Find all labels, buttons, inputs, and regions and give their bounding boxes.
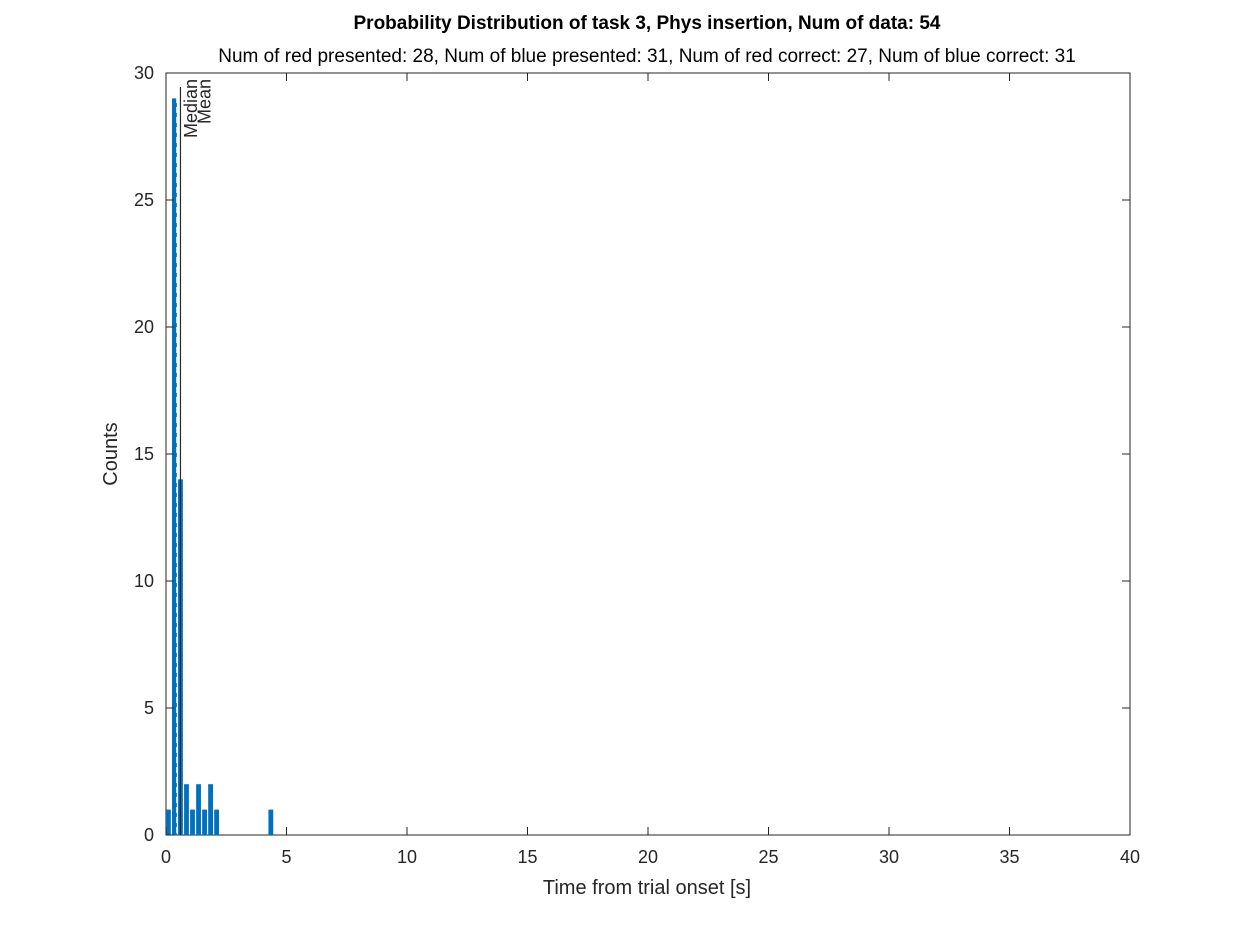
y-tick-label: 20 bbox=[134, 317, 154, 337]
histogram-bar-6 bbox=[202, 809, 207, 835]
y-tick-label: 30 bbox=[134, 63, 154, 83]
y-tick-label: 15 bbox=[134, 444, 154, 464]
x-tick-label: 25 bbox=[758, 847, 778, 867]
chart-title: Probability Distribution of task 3, Phys… bbox=[354, 13, 941, 34]
histogram-bar-1 bbox=[172, 98, 177, 835]
y-tick-label: 0 bbox=[144, 825, 154, 845]
x-tick-label: 30 bbox=[879, 847, 899, 867]
chart-subtitle: Num of red presented: 28, Num of blue pr… bbox=[218, 46, 1076, 67]
histogram-bar-0 bbox=[166, 809, 171, 835]
x-tick-label: 15 bbox=[517, 847, 537, 867]
y-tick-label: 10 bbox=[134, 571, 154, 591]
x-tick-label: 40 bbox=[1120, 847, 1140, 867]
x-tick-label: 35 bbox=[999, 847, 1019, 867]
ticks-layer: 0 5 10 15 20 25 30 35 40 0 5 10 15 20 25 30 bbox=[134, 63, 1140, 867]
y-axis-label: Counts bbox=[100, 422, 122, 485]
plot-area bbox=[165, 72, 1131, 836]
histogram-bar-7 bbox=[208, 784, 213, 835]
histogram-bar-8 bbox=[214, 809, 220, 835]
x-axis-label: Time from trial onset [s] bbox=[543, 877, 751, 899]
y-tick-label: 25 bbox=[134, 190, 154, 210]
x-tick-label: 0 bbox=[161, 847, 171, 867]
x-tick-label: 5 bbox=[281, 847, 291, 867]
histogram-bar-5 bbox=[196, 784, 201, 835]
median-line-label: Median bbox=[181, 79, 201, 138]
histogram-bar-3 bbox=[184, 784, 189, 835]
histogram-bar-9 bbox=[268, 809, 274, 835]
mean-line-label: Mean bbox=[194, 79, 214, 124]
y-tick-label: 5 bbox=[144, 698, 154, 718]
histogram-bar-4 bbox=[190, 809, 195, 835]
x-tick-label: 20 bbox=[638, 847, 658, 867]
x-tick-label: 10 bbox=[397, 847, 417, 867]
